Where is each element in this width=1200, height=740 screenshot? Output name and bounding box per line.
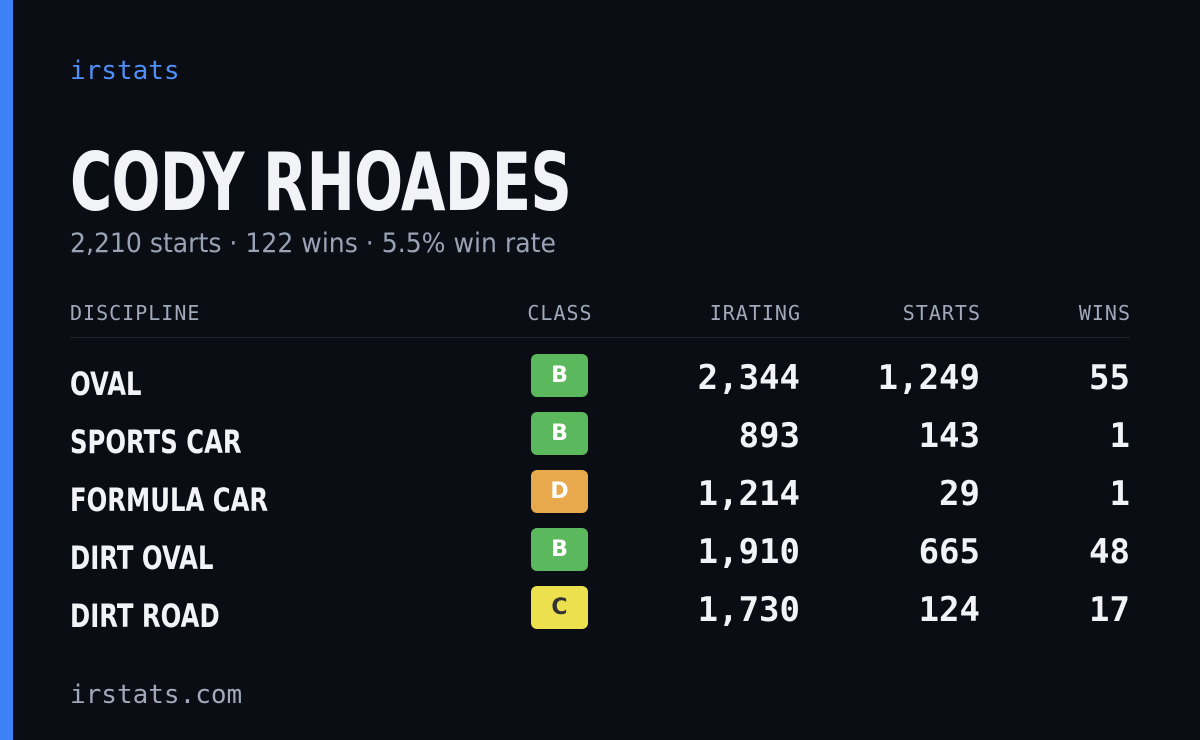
column-header: IRATING (709, 301, 801, 325)
discipline: DIRT ROAD (70, 597, 220, 635)
footer: irstats.com (70, 680, 243, 710)
stat-value: 55 (1089, 358, 1130, 398)
summary: 2,210 starts · 122 wins · 5.5% win rate (70, 228, 556, 259)
header-rule (70, 337, 1130, 338)
stat-value: 665 (918, 532, 980, 572)
stat-value: 1 (1109, 416, 1130, 456)
stat-value: 1,214 (697, 474, 800, 514)
column-header: WINS (1078, 301, 1131, 325)
class-badge: D (531, 470, 588, 513)
class-badge: B (531, 354, 588, 397)
player-name: CODY RHOADES (70, 136, 572, 229)
discipline: DIRT OVAL (70, 539, 214, 577)
stat-value: 1,730 (697, 590, 800, 630)
accent-bar (0, 0, 13, 740)
stat-value: 29 (939, 474, 980, 514)
column-header: CLASS (527, 301, 593, 325)
stat-value: 893 (738, 416, 800, 456)
column-header: DISCIPLINE (70, 301, 201, 325)
stat-value: 1,249 (877, 358, 980, 398)
stat-value: 143 (918, 416, 980, 456)
stat-value: 124 (918, 590, 980, 630)
discipline: OVAL (70, 365, 142, 403)
stat-value: 1,910 (697, 532, 800, 572)
brand: irstats (70, 56, 180, 86)
stat-value: 48 (1089, 532, 1130, 572)
stat-value: 2,344 (697, 358, 800, 398)
class-badge: B (531, 412, 588, 455)
class-badge: C (531, 586, 588, 629)
class-badge: B (531, 528, 588, 571)
discipline: SPORTS CAR (70, 423, 242, 461)
stat-value: 1 (1109, 474, 1130, 514)
discipline: FORMULA CAR (70, 481, 269, 519)
stat-value: 17 (1089, 590, 1130, 630)
column-header: STARTS (902, 301, 981, 325)
